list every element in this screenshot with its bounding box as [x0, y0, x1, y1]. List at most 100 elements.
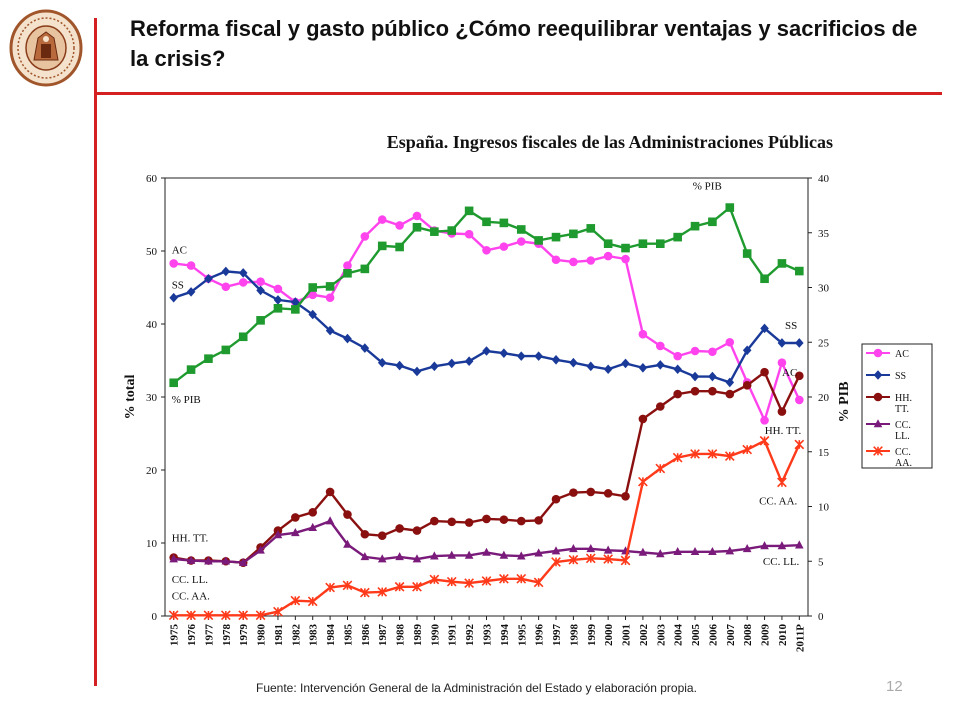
annotation-label: HH. TT.: [172, 533, 209, 545]
point-cc-ll: [516, 551, 526, 560]
point-cc-ll: [291, 527, 300, 537]
point-pib: [186, 365, 196, 374]
point-pib: [204, 354, 213, 363]
x-tick-label: 2008: [742, 624, 754, 647]
point-ss: [516, 351, 526, 361]
slide-title: Reforma fiscal y gasto público ¿Cómo ree…: [130, 16, 918, 71]
point-ac: [516, 237, 526, 246]
point-pib: [534, 236, 543, 245]
point-cc-ll: [186, 555, 196, 564]
point-cc-aa: [638, 476, 648, 487]
x-tick-label: 2000: [603, 624, 615, 647]
x-tick-label: 1984: [325, 624, 337, 647]
point-pib: [499, 218, 509, 228]
point-cc-ll: [551, 546, 561, 555]
point-pib: [343, 268, 352, 278]
point-cc-aa: [429, 574, 440, 585]
point-hh-tt: [412, 526, 422, 535]
point-hh-tt: [621, 491, 630, 501]
point-pib: [603, 239, 613, 248]
point-ss: [273, 295, 283, 305]
point-pib: [673, 232, 682, 242]
point-pib: [621, 243, 630, 253]
point-cc-aa: [307, 596, 318, 607]
point-cc-aa: [290, 595, 301, 606]
point-cc-ll: [482, 547, 491, 556]
point-ac: [412, 211, 422, 221]
x-tick-label: 1982: [290, 624, 302, 647]
point-pib: [586, 224, 596, 233]
legend-label: AC: [895, 349, 909, 360]
point-pib: [238, 332, 248, 342]
point-hh-tt: [447, 517, 457, 527]
point-cc-ll: [725, 546, 735, 555]
x-tick-label: 2002: [638, 624, 650, 647]
x-tick-label: 1983: [308, 624, 320, 647]
point-hh-tt: [638, 414, 648, 424]
point-cc-ll: [430, 551, 439, 560]
point-pib: [169, 378, 178, 388]
x-tick-label: 1979: [238, 624, 250, 647]
point-ss: [256, 285, 265, 296]
point-ss: [586, 361, 596, 372]
point-cc-aa: [255, 610, 266, 621]
point-cc-ll: [638, 547, 648, 556]
point-ss: [551, 354, 561, 365]
point-cc-aa: [238, 610, 249, 621]
point-ac: [586, 256, 596, 265]
point-cc-aa: [481, 576, 492, 586]
y2-tick-label: 0: [818, 611, 824, 623]
point-cc-ll: [308, 522, 318, 531]
point-ac: [308, 290, 318, 300]
revenue-line-chart: España. Ingresos fiscales de las Adminis…: [123, 132, 933, 652]
point-ss: [412, 366, 422, 377]
point-cc-aa: [620, 555, 631, 566]
point-ac: [551, 255, 561, 265]
x-tick-label: 1986: [360, 624, 372, 647]
point-ac: [638, 329, 648, 339]
point-ss: [238, 268, 248, 278]
page-number: 12: [886, 678, 903, 695]
y-tick-label: 30: [146, 392, 158, 404]
point-cc-aa: [551, 557, 561, 567]
y-tick-label: 10: [146, 538, 158, 550]
x-tick-label: 1980: [256, 624, 268, 647]
point-hh-tt: [343, 510, 352, 519]
point-pib: [725, 203, 735, 212]
x-tick-label: 2001: [621, 624, 633, 646]
legend-label: LL.: [895, 431, 910, 442]
x-tick-label: 2004: [673, 624, 685, 647]
point-ss: [708, 371, 717, 382]
point-hh-tt: [395, 524, 404, 533]
point-ac: [621, 254, 630, 264]
point-ac: [325, 293, 335, 303]
point-cc-aa: [672, 452, 683, 463]
point-pib: [708, 217, 717, 227]
x-tick-label: 2011P: [794, 624, 806, 652]
point-ss: [621, 358, 630, 369]
x-tick-label: 1987: [377, 624, 389, 647]
point-cc-aa: [203, 610, 214, 621]
point-cc-ll: [256, 545, 265, 554]
point-pib: [412, 222, 422, 232]
point-ac: [603, 251, 613, 261]
point-ac: [256, 277, 265, 286]
point-cc-ll: [655, 549, 665, 558]
point-ac: [377, 215, 387, 224]
x-tick-label: 1994: [499, 624, 511, 647]
point-ss: [430, 361, 439, 372]
point-cc-ll: [569, 544, 578, 553]
point-cc-ll: [499, 550, 509, 559]
annotation-label: CC. AA.: [172, 590, 210, 602]
x-tick-label: 1997: [551, 624, 563, 647]
point-hh-tt: [586, 487, 596, 497]
point-cc-ll: [447, 550, 457, 559]
point-cc-ll: [673, 546, 682, 556]
y2-tick-label: 35: [818, 228, 830, 240]
point-ac: [482, 245, 491, 255]
point-pib: [482, 217, 491, 227]
point-hh-tt: [742, 381, 752, 390]
point-cc-aa: [655, 463, 666, 474]
point-cc-ll: [708, 546, 717, 556]
point-hh-tt: [795, 371, 804, 381]
